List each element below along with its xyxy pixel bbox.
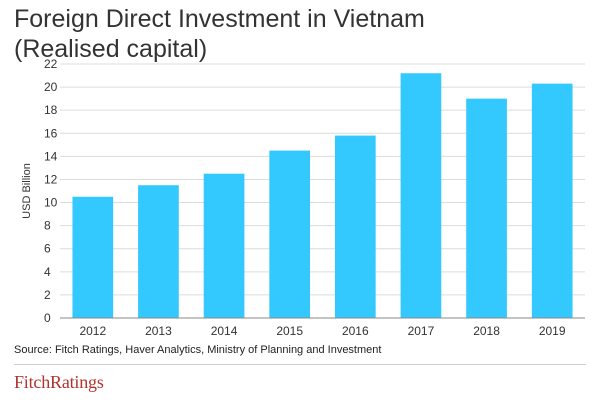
y-tick-label: 2 [44,288,51,302]
x-tick-label: 2018 [473,324,500,338]
bar-2014 [203,173,245,318]
x-tick-label: 2017 [408,324,435,338]
bar-chart: 0 2 4 6 8 10 12 14 16 18 20 22 2012 2013 2014 2015 2016… [21,57,585,338]
chart-title-line2: (Realised capital) [14,35,208,63]
bar-2015 [269,150,311,318]
x-tick-label: 2013 [145,324,172,338]
bar-2017 [400,73,442,319]
y-tick-label: 20 [44,80,58,94]
fitch-ratings-logo: FitchRatings [14,372,104,393]
logo-text-fitch: Fitch [14,372,51,392]
y-tick-label: 0 [44,311,51,325]
source-note: Source: Fitch Ratings, Haver Analytics, … [14,344,382,356]
x-tick-label: 2019 [539,324,566,338]
x-tick-label: 2016 [342,324,369,338]
x-tick-label: 2015 [276,324,303,338]
bars [72,73,573,319]
y-tick-label: 14 [44,149,58,163]
y-tick-label: 22 [44,57,58,71]
y-axis-label: USD Billion [21,163,33,219]
bar-2013 [138,185,179,318]
x-axis-ticks: 2012 2013 2014 2015 2016 2017 2018 2019 [79,324,565,338]
divider [14,364,586,365]
x-tick-label: 2014 [211,324,238,338]
y-tick-label: 16 [44,126,58,140]
y-tick-label: 18 [44,103,58,117]
y-tick-label: 4 [44,265,51,279]
y-tick-label: 6 [44,242,51,256]
y-tick-label: 10 [44,196,58,210]
chart-title-line1: Foreign Direct Investment in Vietnam [14,5,425,33]
bar-2012 [72,196,114,318]
chart-title: Foreign Direct Investment in Vietnam (Re… [14,4,425,64]
bar-2016 [334,135,376,318]
y-tick-label: 12 [44,172,58,186]
bar-2018 [466,98,507,319]
y-axis-ticks: 0 2 4 6 8 10 12 14 16 18 20 22 [44,57,58,325]
y-tick-label: 8 [44,219,51,233]
bar-2019 [531,83,573,318]
x-tick-label: 2012 [79,324,106,338]
logo-text-ratings: Ratings [50,372,104,392]
